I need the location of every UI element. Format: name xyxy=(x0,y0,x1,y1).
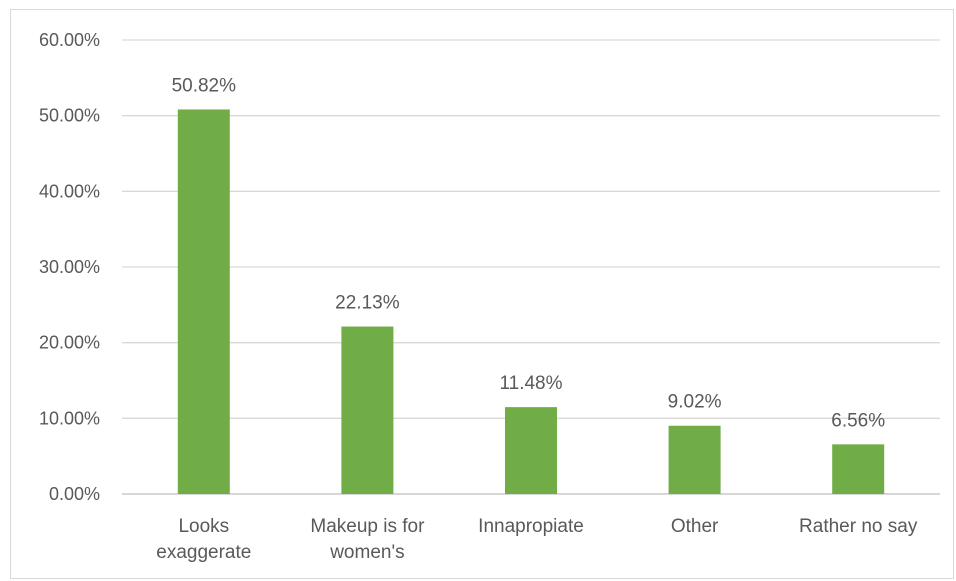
data-label: 22.13% xyxy=(335,293,400,314)
gridlines xyxy=(122,39,940,495)
data-labels: 50.82% 22.13% 11.48% 9.02% 6.56% xyxy=(172,75,886,431)
y-tick-label: 30.00% xyxy=(39,257,100,277)
data-label: 50.82% xyxy=(172,75,237,96)
data-label: 11.48% xyxy=(499,373,562,394)
bar xyxy=(341,326,394,494)
category-label: Looks xyxy=(178,516,229,537)
category-label: Rather no say xyxy=(799,516,918,537)
y-tick-label: 40.00% xyxy=(39,181,100,201)
chart-frame xyxy=(10,9,954,579)
bar xyxy=(832,444,885,494)
y-tick-label: 60.00% xyxy=(39,30,100,50)
category-label: Makeup is for xyxy=(310,516,425,537)
category-label: women's xyxy=(329,542,404,563)
y-tick-label: 20.00% xyxy=(39,333,100,353)
y-tick-label: 50.00% xyxy=(39,106,100,126)
data-label: 6.56% xyxy=(831,410,885,431)
category-labels: Looks exaggerate Makeup is for women's Innap… xyxy=(156,516,918,563)
y-tick-label: 10.00% xyxy=(39,408,100,428)
bars xyxy=(177,109,885,494)
bar xyxy=(668,425,721,494)
bar xyxy=(177,109,230,494)
category-label: Other xyxy=(671,516,719,537)
bar xyxy=(505,407,557,494)
category-label: exaggerate xyxy=(156,542,251,563)
data-label: 9.02% xyxy=(668,392,722,413)
category-label: Innapropiate xyxy=(478,516,584,537)
y-tick-label: 0.00% xyxy=(49,484,100,504)
y-axis-ticks: 0.00% 10.00% 20.00% 30.00% 40.00% 50.00% 60.00… xyxy=(39,30,100,504)
